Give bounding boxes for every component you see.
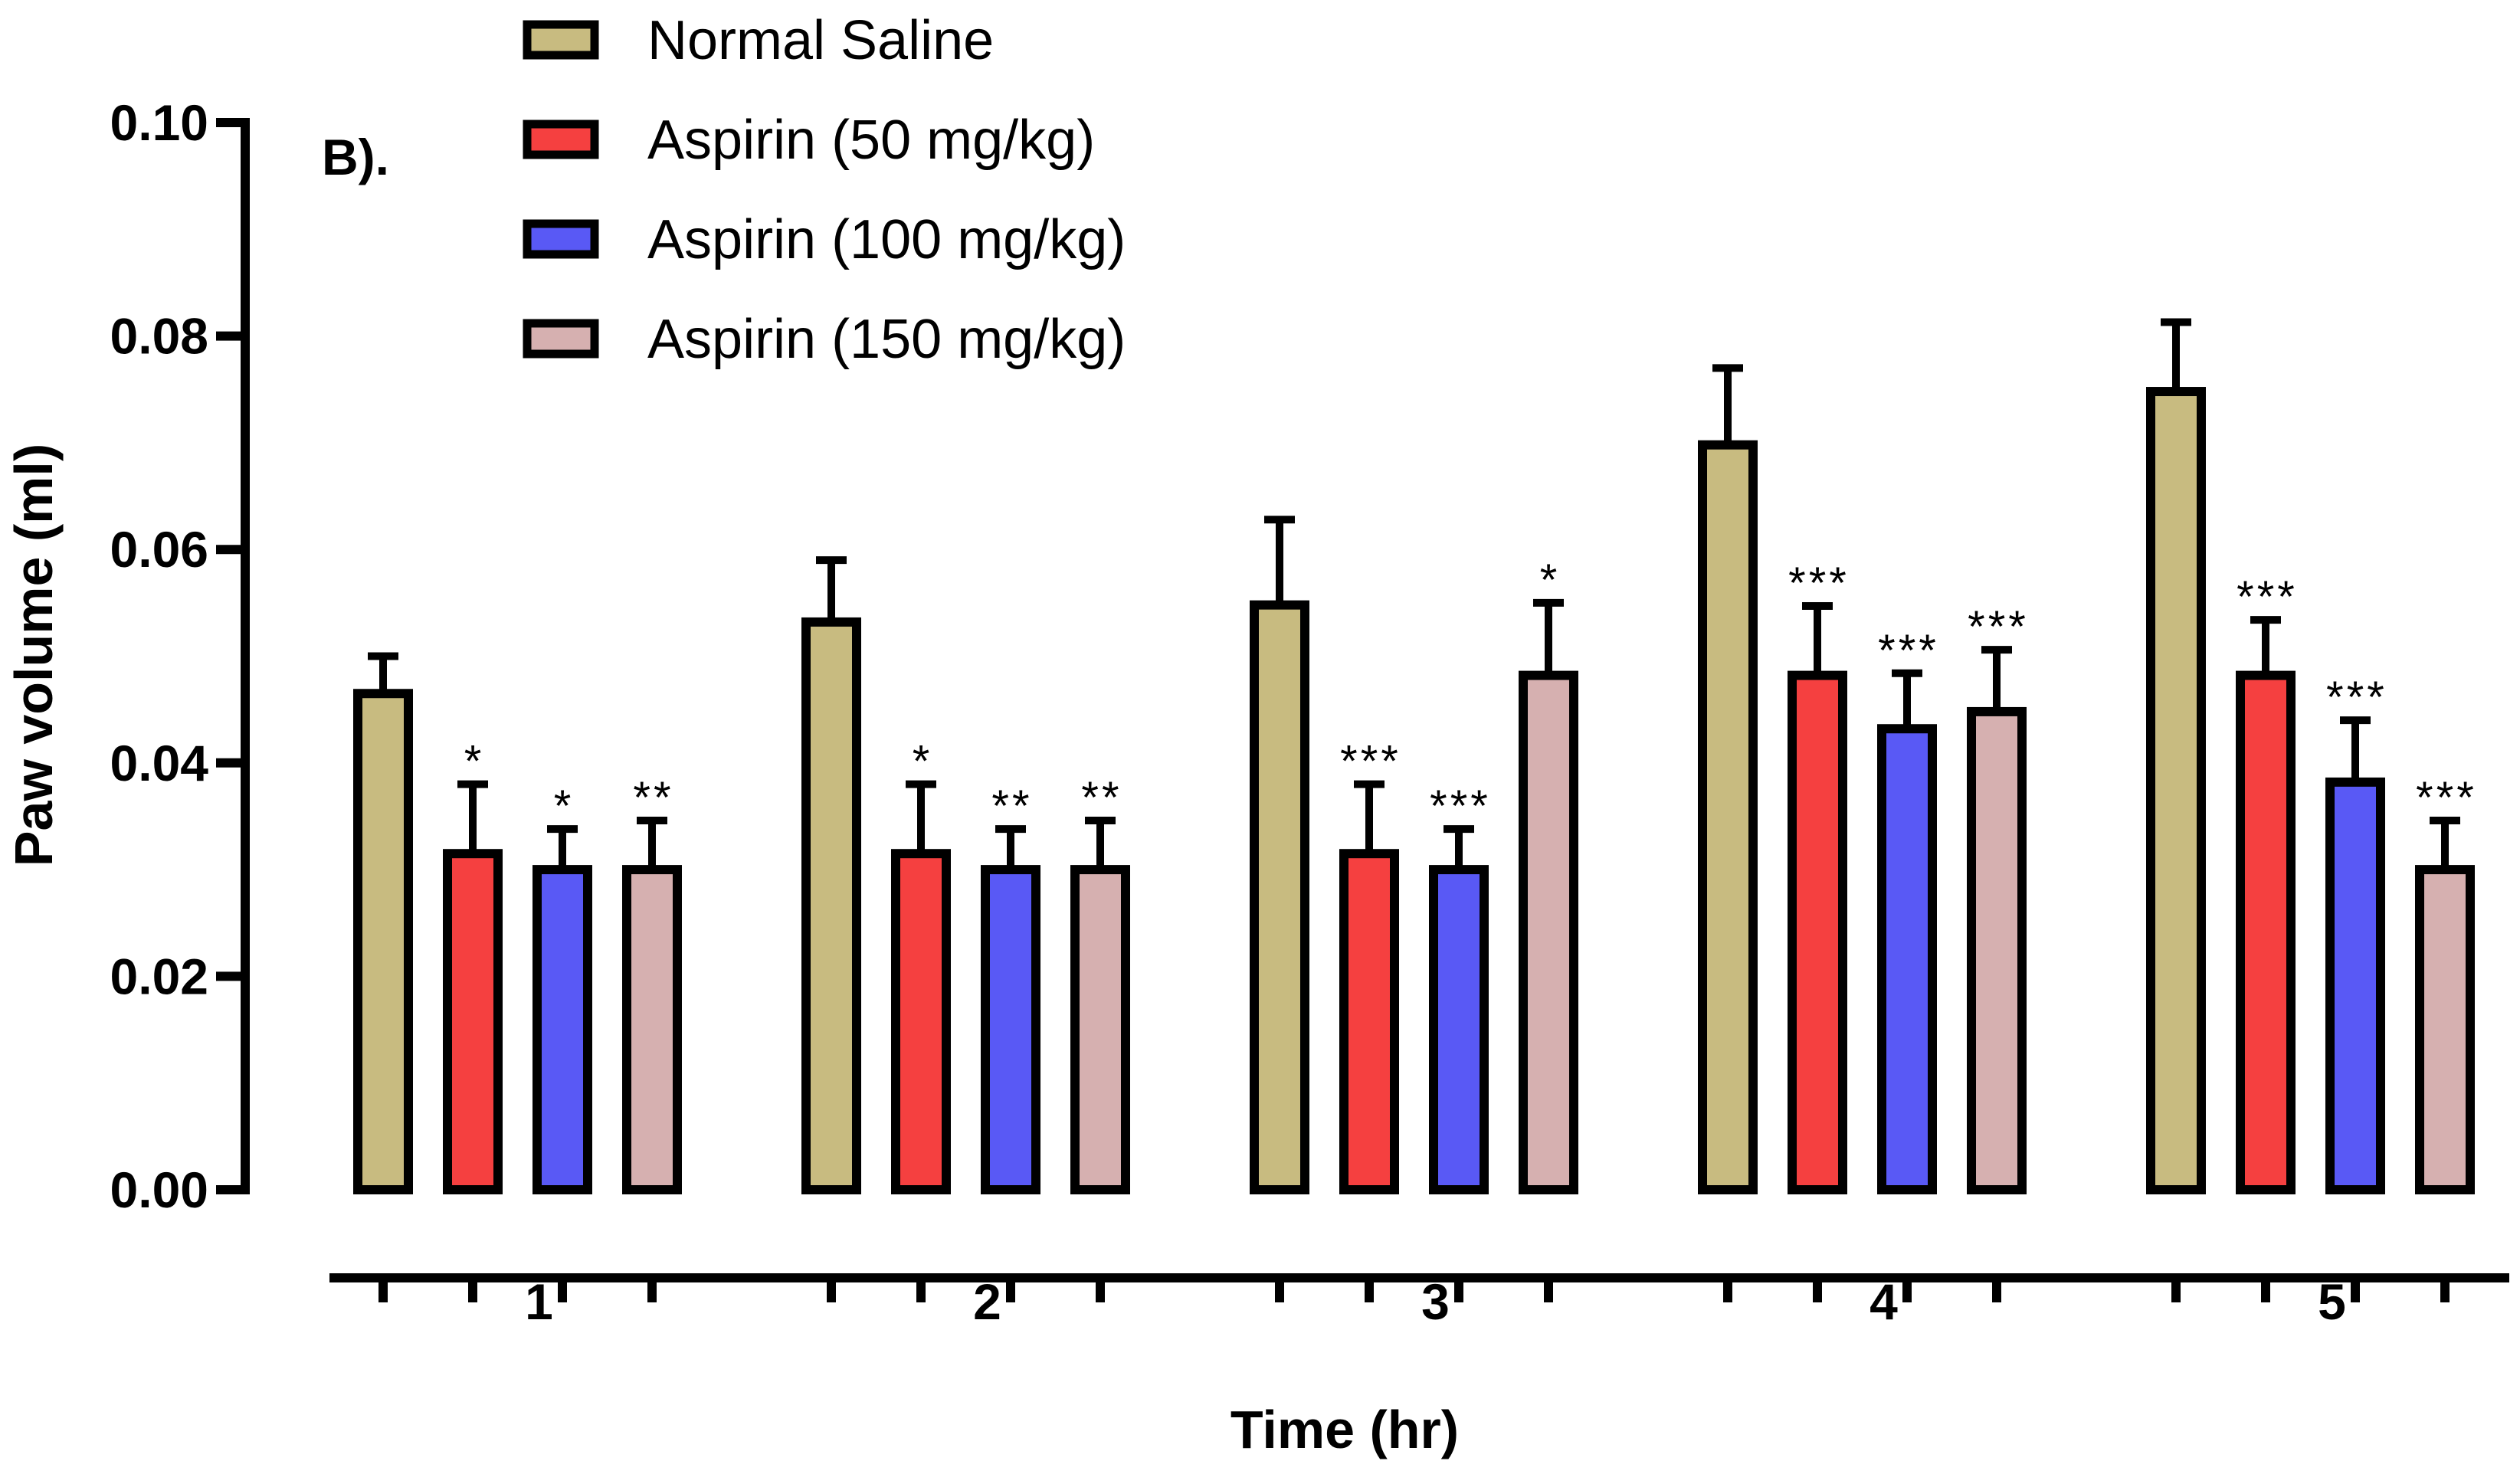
significance-marker: * bbox=[464, 737, 485, 787]
panel-label: B). bbox=[322, 129, 389, 185]
bar bbox=[353, 689, 413, 1194]
legend-label: Normal Saline bbox=[647, 10, 994, 71]
bar bbox=[1967, 706, 2027, 1194]
significance-marker: * bbox=[913, 737, 933, 787]
bar bbox=[622, 865, 682, 1194]
y-axis-title: Paw volume (ml) bbox=[4, 444, 64, 866]
bar bbox=[891, 849, 951, 1194]
bar bbox=[2146, 387, 2206, 1194]
bar bbox=[2415, 865, 2475, 1194]
legend-swatch bbox=[523, 319, 599, 359]
x-tick-label: 1 bbox=[525, 1273, 553, 1330]
significance-marker: *** bbox=[1430, 781, 1491, 831]
significance-marker: *** bbox=[1340, 737, 1401, 787]
x-axis: 1 2 3 4 5 bbox=[329, 1273, 2509, 1330]
significance-marker: * bbox=[1540, 555, 1561, 605]
significance-marker: *** bbox=[2326, 673, 2387, 722]
significance-marker: ** bbox=[1081, 773, 1122, 823]
bar bbox=[2236, 670, 2296, 1194]
y-tick-label: 0.02 bbox=[110, 948, 208, 1004]
bar bbox=[1788, 670, 1847, 1194]
y-tick-label: 0.06 bbox=[110, 521, 208, 578]
x-tick-label: 3 bbox=[1421, 1273, 1450, 1330]
significance-marker: * bbox=[554, 781, 575, 831]
bar bbox=[1429, 865, 1489, 1194]
bar bbox=[801, 617, 861, 1194]
x-tick-label: 2 bbox=[973, 1273, 1001, 1330]
significance-marker: *** bbox=[2416, 773, 2477, 823]
bar bbox=[2325, 777, 2385, 1194]
y-tick-label: 0.00 bbox=[110, 1161, 208, 1218]
bar bbox=[1698, 440, 1758, 1194]
bar bbox=[443, 849, 503, 1194]
legend-label: Aspirin (100 mg/kg) bbox=[647, 209, 1126, 270]
bar bbox=[1519, 670, 1578, 1194]
significance-marker: *** bbox=[1878, 626, 1939, 676]
y-axis: 0.00 0.02 0.04 0.06 0.08 0.10 bbox=[110, 94, 250, 1218]
x-tick-label: 5 bbox=[2318, 1273, 2346, 1330]
significance-marker: *** bbox=[1968, 602, 2029, 652]
y-tick-label: 0.04 bbox=[110, 735, 209, 791]
significance-marker: *** bbox=[2237, 572, 2298, 622]
bar bbox=[1339, 849, 1399, 1194]
legend-swatch bbox=[523, 120, 599, 159]
legend: Normal Saline Aspirin (50 mg/kg) Aspirin (… bbox=[523, 10, 1126, 370]
significance-marker: ** bbox=[991, 781, 1032, 831]
legend-swatch bbox=[523, 20, 599, 60]
significance-marker: *** bbox=[1788, 558, 1850, 608]
y-tick-label: 0.10 bbox=[110, 94, 208, 151]
legend-label: Aspirin (150 mg/kg) bbox=[647, 309, 1126, 370]
legend-label: Aspirin (50 mg/kg) bbox=[647, 110, 1095, 171]
bar bbox=[1250, 600, 1309, 1194]
x-tick-label: 4 bbox=[1870, 1273, 1898, 1330]
bars-layer: * * ****** **** ** *********** ********* bbox=[353, 318, 2477, 1194]
significance-marker: ** bbox=[633, 773, 673, 823]
bar bbox=[1877, 724, 1937, 1194]
bar bbox=[533, 865, 592, 1194]
y-tick-label: 0.08 bbox=[110, 308, 208, 365]
x-axis-title: Time (hr) bbox=[1231, 1400, 1459, 1459]
bar bbox=[981, 865, 1040, 1194]
legend-swatch bbox=[523, 219, 599, 259]
bar bbox=[1070, 865, 1130, 1194]
